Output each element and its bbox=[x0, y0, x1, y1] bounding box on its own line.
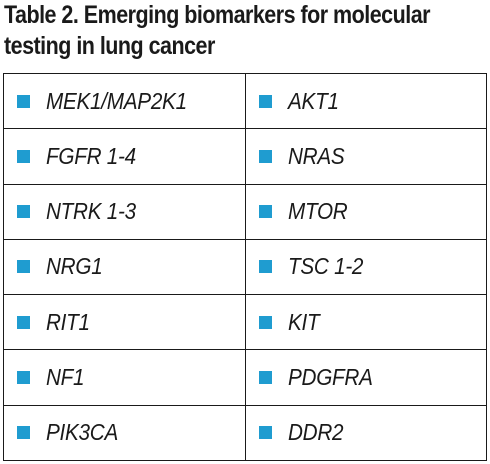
biomarker-label: PDGFRA bbox=[287, 364, 373, 391]
table-cell-left: FGFR 1-4 bbox=[3, 128, 246, 185]
square-bullet-icon bbox=[17, 94, 30, 108]
table-row: RIT1 KIT bbox=[3, 294, 487, 351]
table-row: FGFR 1-4 NRAS bbox=[3, 128, 487, 185]
biomarker-label: NF1 bbox=[46, 364, 85, 391]
square-bullet-icon bbox=[258, 426, 272, 440]
biomarker-label: FGFR 1-4 bbox=[46, 142, 136, 169]
table-cell-right: MTOR bbox=[244, 183, 487, 240]
table-row: NF1 PDGFRA bbox=[3, 349, 487, 406]
square-bullet-icon bbox=[258, 205, 272, 219]
table-cell-right: DDR2 bbox=[244, 404, 487, 462]
biomarker-label: AKT1 bbox=[287, 87, 339, 114]
table-row: MEK1/MAP2K1 AKT1 bbox=[3, 72, 487, 130]
table-cell-left: PIK3CA bbox=[3, 404, 246, 462]
biomarker-label: DDR2 bbox=[287, 419, 344, 446]
square-bullet-icon bbox=[258, 371, 272, 385]
square-bullet-icon bbox=[258, 94, 272, 108]
table-cell-left: MEK1/MAP2K1 bbox=[3, 72, 246, 130]
table-title-line-2: testing in lung cancer bbox=[4, 32, 215, 60]
table-cell-left: NF1 bbox=[3, 349, 246, 406]
square-bullet-icon bbox=[258, 260, 272, 274]
biomarker-label: NRAS bbox=[287, 142, 345, 169]
table-row: NTRK 1-3 MTOR bbox=[3, 183, 487, 240]
biomarker-label: MEK1/MAP2K1 bbox=[46, 87, 187, 114]
table-title-line-1: Table 2. Emerging biomarkers for molecul… bbox=[4, 1, 431, 29]
biomarker-label: NTRK 1-3 bbox=[46, 198, 136, 225]
biomarker-label: PIK3CA bbox=[46, 419, 119, 446]
square-bullet-icon bbox=[17, 260, 30, 274]
table-cell-left: NTRK 1-3 bbox=[3, 183, 246, 240]
square-bullet-icon bbox=[258, 149, 272, 163]
biomarker-label: TSC 1-2 bbox=[287, 253, 363, 280]
table-cell-right: AKT1 bbox=[244, 72, 487, 130]
table-cell-right: KIT bbox=[244, 294, 487, 351]
square-bullet-icon bbox=[258, 315, 272, 329]
square-bullet-icon bbox=[17, 205, 30, 219]
square-bullet-icon bbox=[17, 315, 30, 329]
biomarker-label: NRG1 bbox=[46, 253, 103, 280]
table-title: Table 2. Emerging biomarkers for molecul… bbox=[4, 0, 431, 62]
biomarker-label: RIT1 bbox=[46, 308, 90, 335]
table-cell-left: RIT1 bbox=[3, 294, 246, 351]
biomarker-label: MTOR bbox=[287, 198, 348, 225]
table-cell-right: TSC 1-2 bbox=[244, 238, 487, 296]
table-row: NRG1 TSC 1-2 bbox=[3, 238, 487, 296]
table-cell-right: NRAS bbox=[244, 128, 487, 185]
square-bullet-icon bbox=[17, 426, 30, 440]
biomarker-table-body: MEK1/MAP2K1 AKT1 FGFR 1-4 NRAS NTRK 1-3 … bbox=[3, 72, 487, 462]
table-row: PIK3CA DDR2 bbox=[3, 404, 487, 462]
table-cell-right: PDGFRA bbox=[244, 349, 487, 406]
biomarker-label: KIT bbox=[287, 308, 320, 335]
biomarker-table: MEK1/MAP2K1 AKT1 FGFR 1-4 NRAS NTRK 1-3 … bbox=[3, 72, 487, 462]
table-cell-left: NRG1 bbox=[3, 238, 246, 296]
square-bullet-icon bbox=[17, 371, 30, 385]
square-bullet-icon bbox=[17, 149, 30, 163]
